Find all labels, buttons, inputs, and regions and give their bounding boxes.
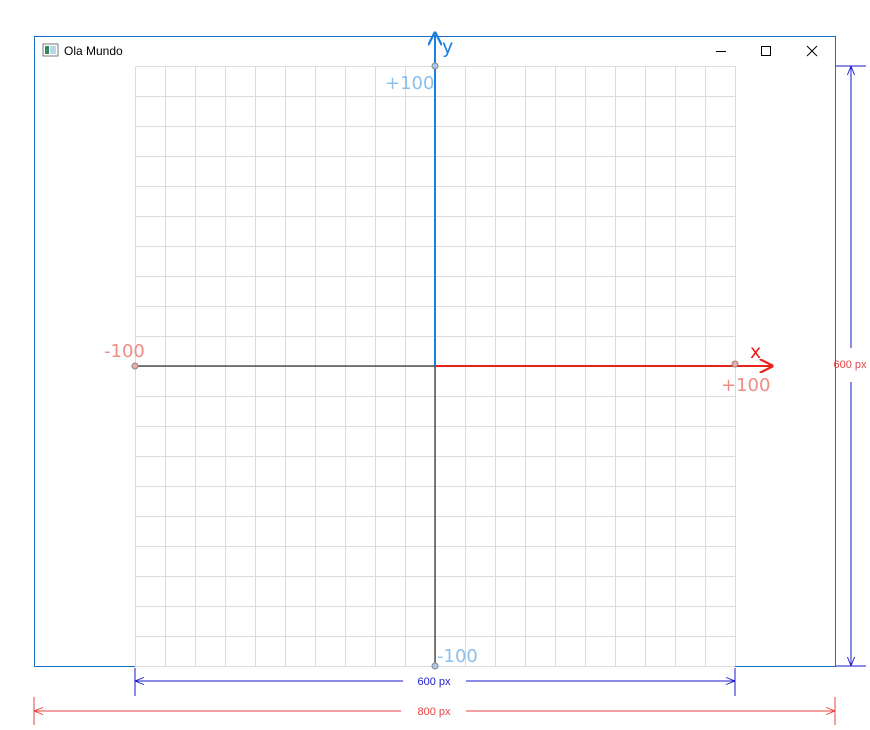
maximize-button[interactable] xyxy=(744,38,788,64)
minimize-button[interactable] xyxy=(698,38,742,64)
dimension-height: 600 px xyxy=(833,65,867,667)
dim-inner-width-label: 600 px xyxy=(417,676,451,688)
dimension-outer-width: 800 px xyxy=(33,697,836,725)
grid xyxy=(135,66,736,667)
app-icon xyxy=(42,43,59,57)
y-max-label: +100 xyxy=(385,73,434,94)
y-axis-name: y xyxy=(442,36,453,58)
x-axis-name: x xyxy=(750,341,761,363)
close-icon xyxy=(806,45,818,57)
dim-outer-width-label: 800 px xyxy=(417,706,451,718)
dimension-inner-width: 600 px xyxy=(134,668,736,696)
dim-height-label: 600 px xyxy=(833,359,867,371)
maximize-icon xyxy=(761,46,771,56)
x-min-label: -100 xyxy=(104,341,145,362)
x-min-point xyxy=(131,362,139,370)
y-min-label: -100 xyxy=(437,646,478,667)
y-min-point xyxy=(431,662,439,670)
y-max-point xyxy=(431,62,439,70)
x-max-label: +100 xyxy=(721,375,770,396)
window-title: Ola Mundo xyxy=(64,44,123,58)
close-button[interactable] xyxy=(790,38,834,64)
x-max-point xyxy=(731,360,739,368)
